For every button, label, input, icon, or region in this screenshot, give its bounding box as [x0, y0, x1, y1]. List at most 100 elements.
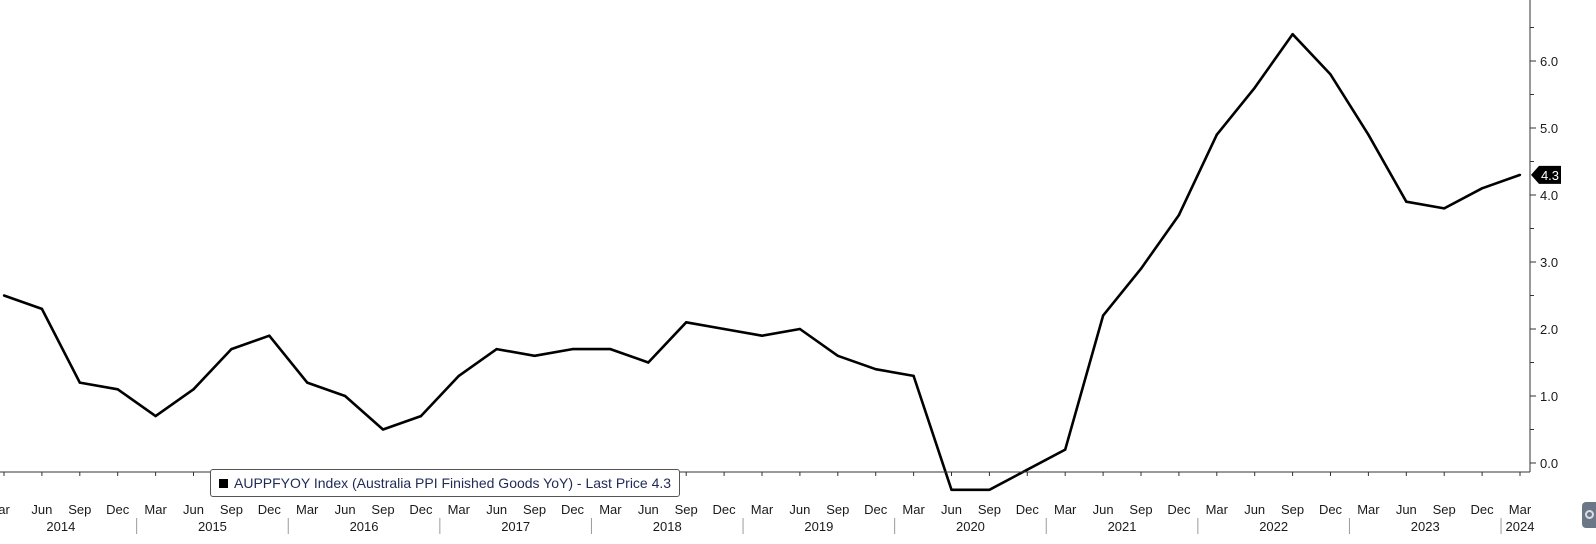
y-tick-label: 3.0 — [1540, 255, 1558, 270]
x-tick-label: Sep — [978, 502, 1001, 517]
year-label: 2024 — [1506, 519, 1535, 534]
y-tick-label: 0.0 — [1540, 456, 1558, 471]
y-tick-label: 2.0 — [1540, 322, 1558, 337]
legend-label: AUPPFYOY Index (Australia PPI Finished G… — [234, 475, 672, 491]
x-tick-label: Jun — [1396, 502, 1417, 517]
data-point — [988, 488, 991, 491]
scroll-right-icon[interactable] — [1582, 502, 1596, 528]
data-point — [268, 334, 271, 337]
data-point — [457, 374, 460, 378]
x-tick-label: Dec — [1167, 502, 1191, 517]
data-point — [1480, 187, 1484, 190]
year-label: 2014 — [46, 519, 75, 534]
data-point — [1215, 133, 1219, 136]
data-point — [1177, 213, 1181, 217]
data-point — [1291, 33, 1294, 36]
x-tick-label: Dec — [1319, 502, 1343, 517]
legend-swatch — [219, 478, 228, 488]
x-tick-label: Jun — [31, 502, 52, 517]
x-tick-label: Dec — [713, 502, 737, 517]
data-point — [912, 374, 915, 378]
x-tick-label: Mar — [1206, 502, 1229, 517]
year-label: 2023 — [1411, 519, 1440, 534]
data-point — [1026, 468, 1029, 471]
y-axis: 0.0 1.0 2.0 3.0 4.0 5.0 6.0 — [1529, 0, 1558, 472]
x-tick-label: Sep — [523, 502, 546, 517]
data-point — [722, 327, 726, 331]
series-line — [3, 32, 1521, 492]
data-point — [230, 347, 233, 351]
data-point — [1139, 267, 1143, 270]
last-price-marker: 4.3 — [1531, 165, 1561, 184]
x-tick-label: Sep — [220, 502, 243, 517]
x-tick-label: Mar — [1509, 502, 1532, 517]
data-point — [40, 307, 44, 311]
data-point — [950, 488, 953, 491]
data-point — [1064, 448, 1067, 451]
year-label: 2021 — [1108, 519, 1137, 534]
year-label: 2018 — [653, 519, 682, 534]
legend: AUPPFYOY Index (Australia PPI Finished G… — [210, 469, 681, 497]
x-tick-label: Sep — [826, 502, 849, 517]
x-tick-label: Sep — [371, 502, 394, 517]
last-price-label: 4.3 — [1541, 168, 1559, 183]
x-tick-label: Mar — [1357, 502, 1380, 517]
plot-area — [2, 32, 1522, 492]
x-tick-label: Jun — [789, 502, 810, 517]
y-tick-label: 4.0 — [1540, 188, 1558, 203]
data-point — [1253, 86, 1256, 90]
x-tick-label: Sep — [68, 502, 91, 517]
data-point — [419, 414, 423, 418]
x-tick-label: Jun — [486, 502, 507, 517]
y-tick-label: 1.0 — [1540, 389, 1558, 404]
data-point — [1367, 133, 1370, 136]
data-point — [760, 334, 764, 337]
data-point — [1329, 73, 1332, 76]
data-point — [2, 294, 6, 297]
data-point — [1518, 173, 1522, 177]
data-point — [1101, 314, 1105, 317]
year-label: 2020 — [956, 519, 985, 534]
x-tick-label: Jun — [335, 502, 356, 517]
data-point — [1443, 207, 1446, 210]
x-tick-label: Dec — [106, 502, 130, 517]
y-tick-label: 5.0 — [1540, 121, 1558, 136]
data-point — [1405, 200, 1408, 203]
data-point — [533, 354, 536, 357]
x-tick-label: Mar — [296, 502, 319, 517]
x-tick-label: Dec — [409, 502, 433, 517]
y-tick-label: 6.0 — [1540, 54, 1558, 69]
x-tick-label: Jun — [941, 502, 962, 517]
x-tick-label: Jun — [638, 502, 659, 517]
year-label: 2015 — [198, 519, 227, 534]
last-price-tag — [1531, 165, 1561, 184]
x-tick-label: Sep — [675, 502, 698, 517]
x-tick-label: Sep — [1281, 502, 1304, 517]
x-tick-label: Dec — [1016, 502, 1040, 517]
x-tick-label: Mar — [448, 502, 471, 517]
x-tick-label: Jun — [1093, 502, 1114, 517]
data-point — [343, 394, 347, 398]
data-point — [571, 347, 574, 351]
data-point — [154, 414, 157, 418]
data-point — [78, 381, 82, 384]
year-label: 2022 — [1259, 519, 1288, 534]
data-point — [116, 388, 119, 391]
data-point — [798, 327, 802, 331]
data-point — [381, 428, 385, 431]
x-tick-label: Sep — [1433, 502, 1456, 517]
x-tick-label: Mar — [1054, 502, 1077, 517]
x-tick-label: Jun — [183, 502, 204, 517]
x-tick-label: ar — [0, 502, 10, 517]
data-point — [306, 381, 309, 384]
x-tick-label: Mar — [902, 502, 925, 517]
year-label: 2019 — [804, 519, 833, 534]
data-point — [685, 321, 688, 324]
x-tick-label: Mar — [751, 502, 774, 517]
x-tick-label: Dec — [864, 502, 888, 517]
x-tick-label: Sep — [1129, 502, 1152, 517]
x-tick-label: Dec — [1471, 502, 1495, 517]
data-point — [609, 347, 612, 351]
data-point — [836, 354, 839, 357]
